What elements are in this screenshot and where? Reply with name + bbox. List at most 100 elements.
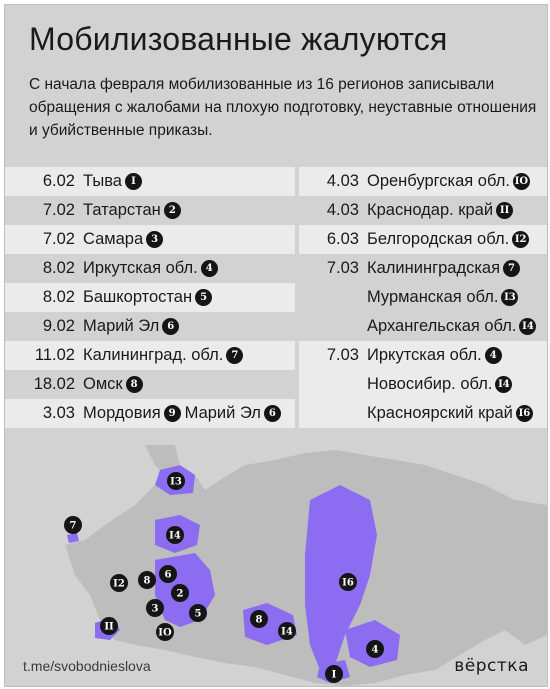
region-number-badge: 7: [503, 260, 521, 277]
row-places: Калининградская 7 Мурманская обл. I3 Арханге…: [367, 254, 537, 341]
region-name: Мурманская обл.: [367, 288, 499, 306]
map-marker-circle: [167, 472, 185, 490]
region-number-badge: II: [496, 202, 514, 219]
map-marker-label: 7: [70, 521, 77, 532]
brand-logo: вёрстка: [454, 656, 529, 676]
timeline-row: 18.02 Омск 8: [5, 370, 295, 399]
map-marker-circle: [156, 623, 174, 641]
row-places: Самара 3: [83, 225, 164, 254]
row-places: Иркутская обл. 4: [83, 254, 218, 283]
map-marker-label: 6: [165, 570, 172, 581]
place-line: Марий Эл 6: [83, 312, 180, 341]
map-marker-circle: [278, 622, 296, 640]
map-marker: I2: [110, 574, 128, 592]
region-name: Марий Эл: [184, 404, 261, 422]
timeline-row: 7.02 Самара 3: [5, 225, 295, 254]
row-places: Иркутская обл. 4 Новосибир. обл. I4 Краснояр…: [367, 341, 533, 428]
map-marker-circle: [325, 665, 343, 683]
timeline-row: 11.02 Калининград. обл. 7: [5, 341, 295, 370]
row-date: 4.03: [326, 201, 359, 219]
map-marker-label: 3: [152, 604, 159, 615]
map-marker-label: 4: [372, 645, 379, 656]
region-name: Новосибир. обл.: [367, 375, 493, 393]
place-line: Калининградская 7: [367, 254, 536, 283]
row-places: Татарстан 2: [83, 196, 181, 225]
map-marker: I4: [278, 622, 296, 640]
place-line: Башкортостан 5: [83, 283, 213, 312]
map-marker-label: I4: [281, 627, 293, 638]
page-title: Мобилизованные жалуются: [29, 21, 448, 57]
map-marker-label: I3: [170, 477, 182, 488]
row-places: Оренбургская обл. IO: [367, 167, 530, 196]
region-name: Калининград. обл.: [83, 346, 224, 364]
map-marker-circle: [166, 526, 184, 544]
map-marker-label: II: [104, 622, 114, 633]
timeline-row: 8.02 Башкортостан 5: [5, 283, 295, 312]
region-number-badge: 6: [162, 318, 180, 335]
place-line: Мордовия 9 Марий Эл 6: [83, 399, 281, 428]
region-number-badge: 4: [484, 347, 502, 364]
map-marker: 6: [159, 565, 177, 583]
row-places: Омск 8: [83, 370, 143, 399]
map-marker: 2: [171, 584, 189, 602]
row-date: 8.02: [42, 259, 75, 277]
region-name: Иркутская обл.: [83, 259, 198, 277]
row-date: 7.03: [326, 259, 359, 277]
region-number-badge: I3: [501, 289, 519, 306]
map-marker: II: [100, 617, 118, 635]
map-marker-circle: [100, 617, 118, 635]
source-link[interactable]: t.me/svobodnieslova: [23, 658, 151, 674]
place-line: Татарстан 2: [83, 196, 181, 225]
map-marker: 8: [138, 571, 156, 589]
region-name: Белгородская обл.: [367, 230, 510, 248]
left-column: 6.02 Тыва I 7.02 Татарстан 2 7.02 Самара 3 8.02 Ир…: [5, 167, 295, 428]
map-marker: IO: [156, 623, 174, 641]
map-marker-label: 5: [195, 609, 202, 620]
intro-text: С начала февраля мобилизованные из 16 ре…: [29, 76, 537, 139]
row-places: Башкортостан 5: [83, 283, 213, 312]
row-places: Тыва I: [83, 167, 142, 196]
region-name: Башкортостан: [83, 288, 193, 306]
row-places: Мордовия 9 Марий Эл 6: [83, 399, 281, 428]
region-name: Татарстан: [83, 201, 161, 219]
region-number-badge: I6: [515, 405, 533, 422]
map-marker-circle: [110, 574, 128, 592]
map-marker: 5: [189, 604, 207, 622]
map-marker-circle: [250, 610, 268, 628]
place-line: Архангельская обл. I4: [367, 312, 537, 341]
map-marker-circle: [159, 565, 177, 583]
place-line: Тыва I: [83, 167, 142, 196]
row-places: Калининград. обл. 7: [83, 341, 244, 370]
region-name: Тыва: [83, 172, 122, 190]
region-number-badge: 9: [163, 405, 181, 422]
row-date: 6.03: [326, 230, 359, 248]
map-marker-label: I6: [342, 578, 354, 589]
timeline-row: 9.02 Марий Эл 6: [5, 312, 295, 341]
row-date: 18.02: [33, 375, 75, 393]
map-marker-circle: [189, 604, 207, 622]
row-date: 7.03: [326, 346, 359, 364]
map-marker-circle: [339, 573, 357, 591]
map-marker-label: 2: [177, 589, 184, 600]
map-marker-circle: [64, 516, 82, 534]
place-line: Красноярский край I6: [367, 399, 533, 428]
place-line: Самара 3: [83, 225, 164, 254]
region-number-badge: 3: [146, 231, 164, 248]
region-name: Калининградская: [367, 259, 501, 277]
row-date: 7.02: [42, 230, 75, 248]
place-line: Калининград. обл. 7: [83, 341, 244, 370]
place-line: Мурманская обл. I3: [367, 283, 536, 312]
region-name: Красноярский край: [367, 404, 513, 422]
timeline-row: 7.03 Калининградская 7 Мурманская обл. I3 Арх…: [299, 254, 547, 341]
timeline-row: 7.02 Татарстан 2: [5, 196, 295, 225]
place-line: Оренбургская обл. IO: [367, 167, 530, 196]
map-marker: I6: [339, 573, 357, 591]
region-number-badge: 5: [195, 289, 213, 306]
map-marker: 7: [64, 516, 82, 534]
timeline-row: 7.03 Иркутская обл. 4 Новосибир. обл. I4 Крас…: [299, 341, 547, 428]
place-line: Краснодар. край II: [367, 196, 514, 225]
map-marker-circle: [366, 640, 384, 658]
map-marker: I: [325, 665, 343, 683]
region-number-badge: I2: [512, 231, 530, 248]
row-date: 11.02: [34, 346, 75, 364]
